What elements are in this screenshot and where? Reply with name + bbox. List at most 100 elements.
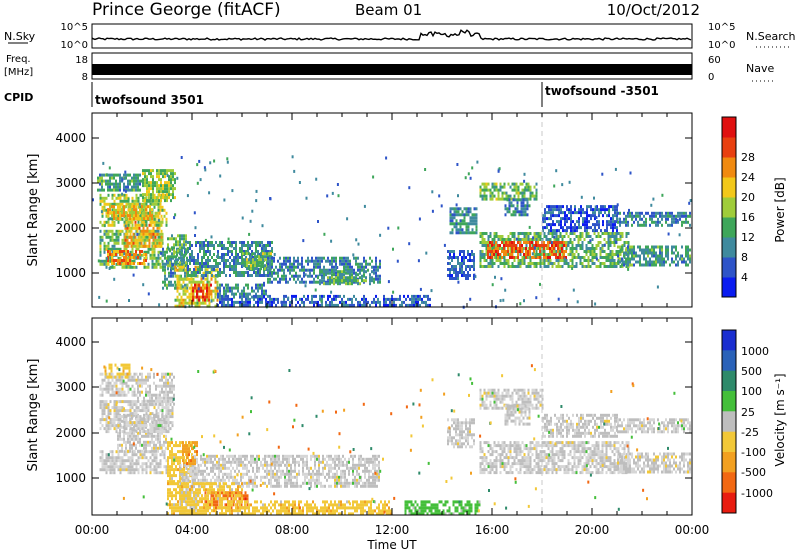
power-cell	[180, 283, 183, 287]
power-cell	[243, 274, 245, 277]
power-cell	[113, 193, 116, 197]
power-cell	[553, 238, 556, 241]
power-cell	[347, 265, 349, 269]
power-cell	[235, 253, 237, 256]
velocity-cells	[99, 363, 691, 516]
power-cell	[573, 256, 576, 259]
power-cell	[607, 241, 610, 244]
power-cell	[303, 294, 305, 298]
power-cell	[617, 251, 619, 255]
power-cell	[107, 232, 110, 236]
power-cell	[119, 199, 122, 203]
power-cell	[127, 208, 130, 212]
power-cell	[135, 193, 138, 197]
power-cell	[584, 211, 586, 215]
power-cell	[625, 223, 627, 227]
power-cell	[231, 241, 233, 244]
power-cell	[339, 294, 341, 298]
power-cell	[572, 229, 574, 233]
power-cell	[519, 232, 522, 235]
velocity-cell	[141, 465, 144, 469]
power-cell	[205, 271, 207, 274]
power-cell	[543, 244, 545, 247]
power-cell	[261, 244, 264, 248]
power-cell	[595, 216, 598, 219]
power-cell	[148, 169, 150, 173]
power-cell	[223, 292, 225, 296]
power-cell	[121, 192, 124, 196]
power-cell	[109, 229, 112, 233]
velocity-cell	[159, 431, 161, 435]
power-cell	[126, 229, 129, 233]
power-cell	[117, 229, 120, 233]
power-cell	[219, 241, 221, 244]
power-cell	[687, 248, 689, 252]
power-cell	[523, 259, 526, 262]
power-cell	[269, 265, 271, 269]
power-cell	[181, 285, 184, 289]
power-cell	[129, 188, 131, 192]
power-cell	[521, 247, 523, 250]
power-cell	[655, 260, 657, 264]
power-cell	[349, 259, 351, 263]
power-cell	[563, 257, 566, 261]
power-cell	[166, 286, 168, 290]
power-cell	[493, 244, 495, 247]
power-cell	[581, 256, 584, 259]
power-cell	[685, 214, 687, 218]
power-cell	[671, 251, 673, 255]
power-cell	[138, 235, 141, 239]
power-cell	[607, 253, 610, 256]
velocity-cell	[147, 428, 149, 432]
power-cell	[535, 253, 538, 256]
power-cell	[192, 295, 194, 299]
power-cell	[227, 253, 229, 256]
power-cell	[523, 194, 526, 198]
power-cell	[357, 273, 359, 277]
power-cell	[169, 264, 171, 268]
power-cell	[329, 276, 331, 280]
power-cell	[155, 259, 158, 263]
power-cell	[153, 199, 156, 203]
power-cell	[587, 256, 590, 259]
power-cell	[155, 202, 158, 206]
power-cell	[621, 248, 623, 252]
velocity-cell	[155, 456, 158, 460]
power-cell	[160, 244, 163, 248]
power-cell	[565, 241, 568, 244]
power-cell	[129, 179, 131, 183]
velocity-cell	[107, 403, 110, 407]
power-cell	[643, 248, 645, 252]
power-cell	[151, 208, 153, 212]
power-cell	[665, 254, 667, 258]
power-cell	[139, 211, 141, 215]
power-cell	[616, 226, 618, 230]
power-cell	[561, 256, 563, 259]
power-cell	[387, 303, 389, 307]
velocity-cell	[123, 440, 125, 444]
power-cell	[499, 238, 502, 241]
power-cell	[162, 172, 164, 176]
power-cell	[208, 283, 211, 287]
velocity-cell	[129, 437, 131, 441]
power-cell	[160, 196, 162, 200]
power-cell	[223, 303, 225, 307]
power-cell	[130, 229, 133, 233]
power-cell	[197, 262, 199, 265]
power-cell	[588, 205, 590, 209]
velocity-cell	[141, 468, 144, 472]
power-cell	[589, 253, 592, 256]
power-cell	[129, 182, 131, 186]
power-cell	[113, 214, 115, 218]
velocity-cell	[109, 427, 112, 431]
power-cell	[271, 262, 273, 266]
power-cell	[403, 294, 405, 298]
power-cell	[487, 253, 489, 256]
power-cell	[580, 205, 582, 209]
power-cell	[339, 279, 341, 283]
power-cell	[168, 178, 170, 182]
power-cell	[297, 274, 299, 278]
power-cell	[475, 213, 478, 217]
power-cell	[131, 185, 133, 189]
power-cell	[519, 238, 522, 241]
